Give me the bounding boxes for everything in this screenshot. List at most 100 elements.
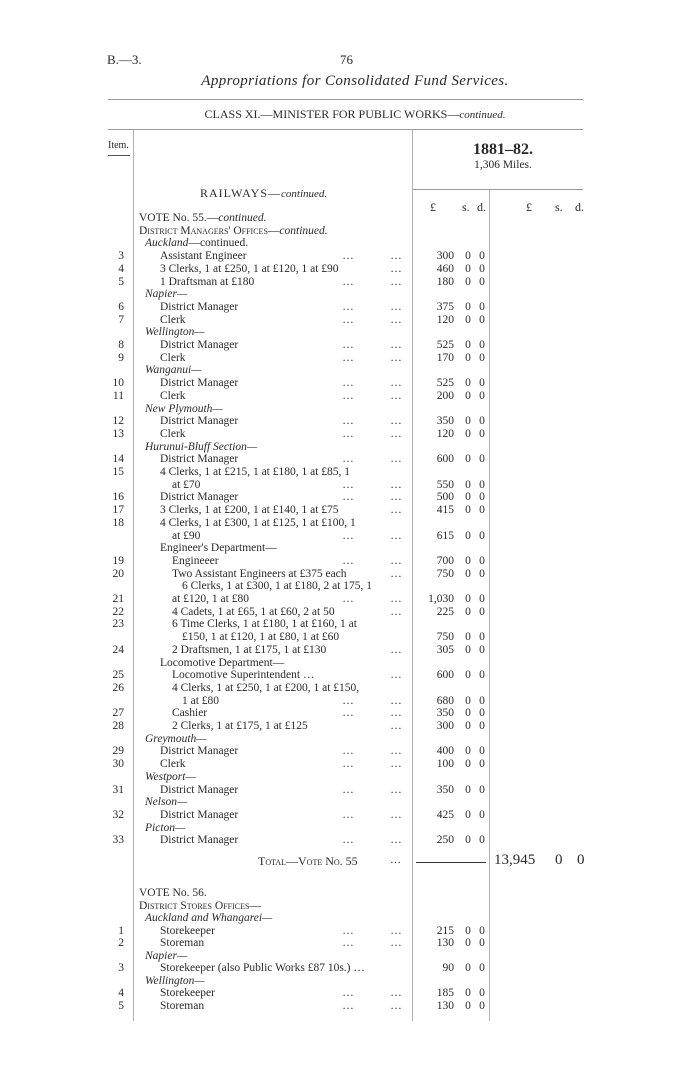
amount-shillings: 0	[465, 593, 471, 605]
item-number: 26	[112, 681, 125, 694]
item-number: 27	[112, 707, 125, 720]
table-row: 29 District Manager … … 400 0 0	[0, 745, 700, 758]
leader-dots: …	[342, 478, 354, 491]
amount-pounds: 600	[436, 669, 454, 682]
leader-dots: …	[342, 987, 354, 1000]
document-reference: B.—3.	[107, 52, 142, 67]
description-text: Storekeeper (also Public Works £87 10s.)…	[160, 962, 365, 975]
table-row: 3 Assistant Engineer … … 300 0 0	[0, 250, 700, 263]
leader-dots: …	[342, 491, 354, 504]
description-text: District Manager	[160, 491, 239, 504]
description-text: at £70	[172, 478, 201, 491]
amount-shillings: 0	[465, 250, 471, 263]
amount-pounds: 750	[436, 631, 454, 644]
item-description: 2 Clerks, 1 at £175, 1 at £125	[172, 720, 308, 733]
amount-shillings: 0	[465, 275, 471, 288]
item-description: 2 Draftsmen, 1 at £175, 1 at £130	[172, 644, 326, 657]
table-row: 13 Clerk … … 120 0 0	[0, 428, 700, 441]
table-row: 16 District Manager … … 500 0 0	[0, 491, 700, 504]
amount-shillings: 0	[465, 427, 471, 440]
table-row: 20 Two Assistant Engineers at £375 each … 7…	[0, 568, 700, 581]
item-number: 5	[118, 275, 124, 288]
amount-pounds: 120	[436, 427, 454, 440]
item-description: Clerk	[160, 758, 186, 771]
description-text: Cashier	[172, 707, 208, 720]
title-rule	[108, 99, 583, 100]
leader-dots: …	[390, 415, 402, 428]
description-suffix: continued.	[279, 224, 328, 237]
amount-shillings: 0	[465, 758, 471, 771]
amount-shillings: 0	[465, 808, 471, 821]
description-text: District Manager	[160, 300, 239, 313]
leader-dots: …	[390, 707, 402, 720]
table-row: Wellington—	[0, 326, 700, 339]
shillings-header: s.	[462, 200, 470, 214]
amount-pounds: 185	[436, 987, 454, 1000]
item-number: 2	[118, 937, 124, 950]
class-heading-suffix: continued.	[459, 109, 506, 121]
leader-dots: …	[390, 351, 402, 364]
amount-shillings: 0	[465, 707, 471, 720]
description-text: 6 Clerks, 1 at £300, 1 at £180, 2 at 175…	[182, 580, 373, 593]
description-text: 4 Cadets, 1 at £65, 1 at £60, 2 at 50	[172, 605, 335, 618]
item-description: New Plymouth—	[145, 403, 223, 416]
item-number: 9	[118, 351, 124, 364]
item-description: District Manager	[160, 301, 238, 314]
item-description: Cashier	[172, 707, 207, 720]
description-text: Nelson—	[145, 796, 188, 809]
vote-55-total-pence: 0	[577, 852, 585, 868]
amount-pence: 0	[479, 275, 485, 288]
leader-dots: …	[390, 453, 402, 466]
item-description: Clerk	[160, 390, 186, 403]
amount-pounds: 680	[436, 694, 454, 707]
amount-pounds: 130	[436, 999, 454, 1012]
table-row: Locomotive Department—	[0, 657, 700, 670]
amount-pounds: 350	[436, 783, 454, 796]
amount-shillings: 0	[465, 937, 471, 950]
item-description: District Manager	[160, 453, 238, 466]
section-title: RAILWAYS—	[200, 186, 282, 200]
description-text: 4 Clerks, 1 at £215, 1 at £180, 1 at £85…	[160, 466, 351, 478]
amount-pence: 0	[479, 351, 485, 364]
leader-dots: …	[390, 478, 402, 491]
table-row: Auckland and Whangarei—	[0, 912, 700, 925]
leader-dots: …	[342, 999, 354, 1012]
description-text: Westport—	[145, 770, 196, 783]
table-row: 24 2 Draftsmen, 1 at £175, 1 at £130 … 305 0…	[0, 644, 700, 657]
item-description: District Manager	[160, 745, 238, 758]
item-number: 3	[118, 250, 124, 263]
leader-dots: …	[390, 834, 402, 847]
leader-dots: …	[342, 313, 354, 326]
amount-pounds: 500	[436, 491, 454, 504]
item-number: 4	[118, 987, 124, 1000]
item-header: Item.	[108, 140, 129, 151]
item-number: 14	[112, 453, 125, 466]
table-row: 22 4 Cadets, 1 at £65, 1 at £60, 2 at 50 ……	[0, 606, 700, 619]
leader-dots: …	[342, 529, 354, 542]
amount-pounds: 350	[436, 415, 454, 428]
leader-dots: …	[390, 491, 402, 504]
amount-shillings: 0	[465, 415, 471, 428]
description-text: at £120, 1 at £80	[172, 593, 249, 605]
amount-shillings: 0	[465, 643, 471, 656]
table-row: 18 4 Clerks, 1 at £300, 1 at £125, 1 at £…	[0, 517, 700, 530]
table-row: 8 District Manager … … 525 0 0	[0, 339, 700, 352]
item-number: 15	[112, 466, 125, 478]
leader-dots: …	[390, 504, 402, 517]
item-description: Engineeer	[172, 555, 219, 568]
description-text: 6 Time Clerks, 1 at £180, 1 at £160, 1 a…	[172, 618, 357, 631]
leader-dots: …	[390, 313, 402, 326]
leader-dots: …	[390, 808, 402, 821]
leader-dots: …	[342, 758, 354, 771]
item-description: Storekeeper	[160, 987, 215, 1000]
leader-dots: …	[390, 987, 402, 1000]
vote-55-total-amount: 13,945	[494, 852, 536, 868]
table-row: 1 Storekeeper … … 215 0 0	[0, 925, 700, 938]
vote-55-total-dots: …	[390, 854, 401, 866]
leader-dots: …	[342, 275, 354, 288]
leader-dots: …	[390, 937, 402, 950]
amount-pounds: 300	[436, 720, 454, 732]
leader-dots: …	[342, 937, 354, 950]
description-suffix: continued.	[218, 212, 267, 224]
item-description: 4 Cadets, 1 at £65, 1 at £60, 2 at 50	[172, 606, 335, 619]
